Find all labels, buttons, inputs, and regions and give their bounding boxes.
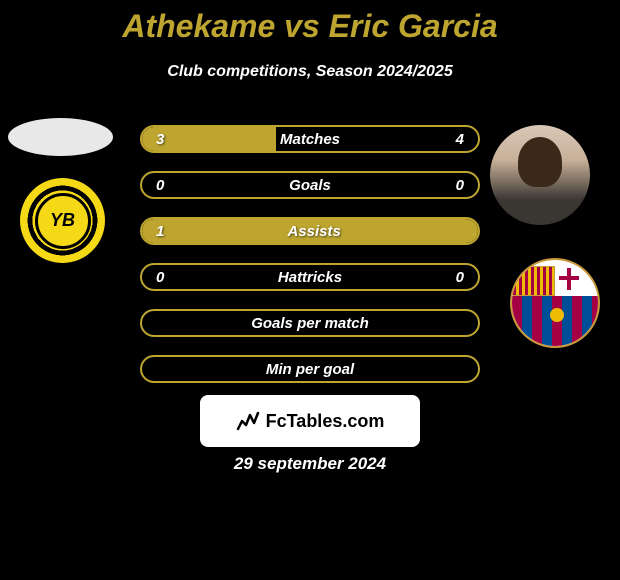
barcelona-badge-ball-icon xyxy=(550,308,564,322)
stat-right-value: 4 xyxy=(456,131,464,148)
team-badge-left: YB xyxy=(20,178,105,263)
player-right-avatar xyxy=(490,125,590,225)
brand-chart-icon xyxy=(236,409,260,433)
stats-container: 3 Matches 4 0 Goals 0 1 Assists 0 Hattricks 0 Goals… xyxy=(140,125,480,401)
team-badge-right xyxy=(510,258,600,348)
stat-right-value: 0 xyxy=(456,177,464,194)
stat-label: Assists xyxy=(287,223,340,240)
stat-left-value: 0 xyxy=(156,177,164,194)
stat-label: Matches xyxy=(280,131,340,148)
young-boys-badge-icon: YB xyxy=(35,193,91,249)
stat-row: 0 Hattricks 0 xyxy=(140,263,480,291)
brand-label: FcTables.com xyxy=(266,411,385,432)
stat-left-value: 0 xyxy=(156,269,164,286)
date-text: 29 september 2024 xyxy=(0,454,620,474)
stat-label: Goals xyxy=(289,177,331,194)
stat-row: 1 Assists xyxy=(140,217,480,245)
stat-row: 3 Matches 4 xyxy=(140,125,480,153)
barcelona-badge-bottom-icon xyxy=(512,296,598,348)
stat-left-value: 3 xyxy=(156,131,164,148)
stat-left-value: 1 xyxy=(156,223,164,240)
stat-row: Min per goal xyxy=(140,355,480,383)
page-title: Athekame vs Eric Garcia xyxy=(0,0,620,45)
subtitle: Club competitions, Season 2024/2025 xyxy=(0,63,620,81)
brand-box[interactable]: FcTables.com xyxy=(200,395,420,447)
stat-right-value: 0 xyxy=(456,269,464,286)
stat-row: Goals per match xyxy=(140,309,480,337)
badge-left-text: YB xyxy=(50,210,75,231)
stat-label: Goals per match xyxy=(251,315,369,332)
player-left-avatar xyxy=(8,118,113,156)
stat-label: Hattricks xyxy=(278,269,342,286)
stat-row: 0 Goals 0 xyxy=(140,171,480,199)
barcelona-badge-top-icon xyxy=(512,266,598,296)
stat-label: Min per goal xyxy=(266,361,354,378)
